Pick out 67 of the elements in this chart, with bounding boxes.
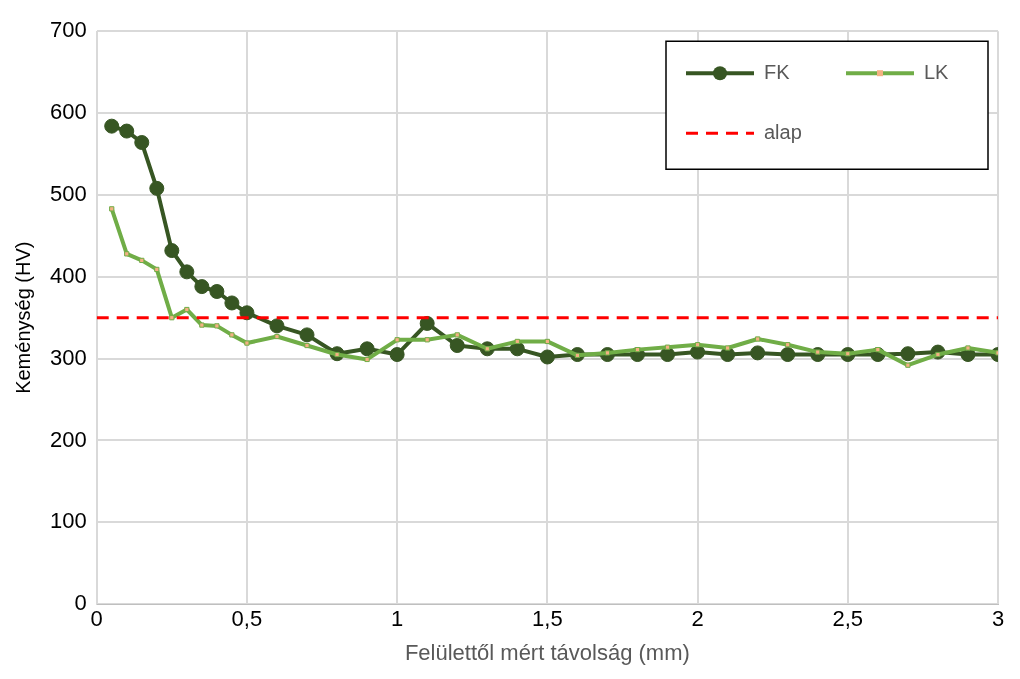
point [269, 318, 285, 334]
point [389, 347, 405, 363]
point [694, 342, 701, 348]
point [364, 356, 370, 363]
point [194, 279, 210, 295]
point [299, 327, 315, 343]
point [424, 337, 430, 343]
point [664, 344, 671, 350]
point [785, 342, 791, 348]
x-axis-title: Felülettől mért távolság (mm) [404, 639, 690, 665]
point [169, 315, 175, 321]
x-tick-label: 1 [391, 606, 404, 632]
point [509, 341, 525, 357]
point [454, 332, 460, 338]
point [109, 206, 115, 212]
point [905, 362, 911, 368]
point [965, 345, 971, 351]
x-tick-label: 0 [90, 606, 103, 632]
point [119, 123, 135, 139]
point [304, 342, 310, 349]
point [209, 284, 225, 300]
point [514, 338, 520, 345]
point [634, 347, 641, 353]
point [199, 322, 205, 328]
point [179, 264, 195, 280]
x-tick-label: 2 [691, 606, 704, 632]
point [164, 243, 180, 259]
point [449, 338, 465, 354]
point [154, 266, 160, 273]
y-tick-label: 0 [74, 590, 87, 616]
x-tick-label: 1,5 [532, 606, 563, 632]
point [544, 338, 550, 345]
point [724, 345, 731, 351]
x-tick-label: 0,5 [231, 606, 263, 632]
legend-label: alap [764, 120, 802, 143]
point [660, 347, 676, 363]
point [139, 257, 145, 264]
point [224, 295, 240, 311]
legend-label: FK [764, 60, 791, 83]
y-tick-label: 400 [49, 262, 87, 288]
x-tick-label: 3 [991, 606, 1005, 632]
y-tick-label: 200 [49, 426, 87, 452]
y-tick-label: 700 [49, 17, 87, 43]
y-tick-label: 500 [49, 180, 87, 206]
legend-label: LK [924, 60, 950, 83]
point [274, 333, 280, 340]
point [134, 135, 150, 151]
point [359, 341, 375, 357]
point [750, 345, 766, 361]
point [394, 337, 400, 343]
point [539, 349, 555, 365]
point [149, 180, 165, 196]
point [214, 323, 220, 329]
point [875, 347, 881, 353]
point [104, 118, 120, 134]
point [184, 306, 190, 313]
point [229, 332, 235, 338]
y-tick-label: 600 [49, 99, 87, 125]
point [755, 336, 761, 342]
point [780, 347, 796, 363]
point [244, 340, 250, 346]
y-tick-label: 300 [49, 344, 87, 370]
point [124, 251, 130, 257]
y-tick-label: 100 [49, 508, 87, 534]
x-tick-label: 2,5 [832, 606, 864, 632]
y-axis-title: Keménység (HV) [11, 241, 34, 394]
point [900, 346, 916, 362]
